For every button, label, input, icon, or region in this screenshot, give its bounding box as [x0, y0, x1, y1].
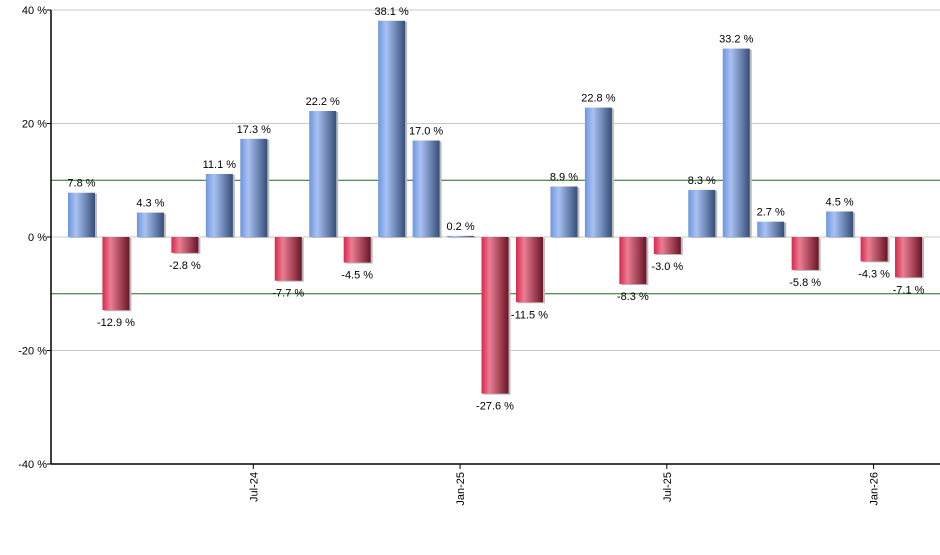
y-tick-label: -20 %: [18, 346, 47, 358]
bar: [309, 111, 337, 237]
data-label: 17.3 %: [237, 124, 271, 136]
data-label: -11.5 %: [511, 309, 548, 321]
data-label: -3.0 %: [651, 261, 683, 273]
data-label: 38.1 %: [375, 6, 409, 18]
bar: [860, 237, 888, 262]
bar: [826, 211, 854, 237]
data-label: -7.7 %: [272, 288, 304, 300]
bar: [791, 237, 819, 270]
data-label: -2.8 %: [169, 260, 201, 272]
bar: [481, 237, 509, 394]
bar: [343, 237, 371, 263]
data-label: -8.3 %: [617, 291, 649, 303]
data-label: -4.3 %: [858, 268, 890, 280]
bar: [653, 237, 681, 255]
y-tick-label: -40 %: [18, 459, 47, 471]
data-label: 4.5 %: [826, 196, 854, 208]
bar: [240, 138, 268, 237]
bar: [68, 192, 95, 237]
data-label: 33.2 %: [719, 34, 753, 46]
bar: [688, 189, 716, 237]
bar: [412, 140, 440, 237]
bar: [757, 221, 785, 237]
axes: -40 % -20 % 0 % 20 % 40 % Jul-24 Jan-25 Jul-25 J…: [18, 5, 940, 506]
data-label: 7.8 %: [67, 178, 95, 190]
y-tick-label: 40 %: [22, 5, 47, 17]
y-tick-label: 20 %: [22, 119, 47, 131]
bar: [205, 174, 233, 237]
data-label: 22.2 %: [306, 96, 340, 108]
bar: [584, 107, 612, 237]
bar: [515, 237, 543, 303]
data-label: 22.8 %: [581, 93, 615, 105]
data-label: 4.3 %: [136, 198, 164, 210]
bar: [274, 237, 302, 281]
data-label: -5.8 %: [789, 277, 821, 289]
data-label: 8.9 %: [550, 171, 578, 183]
data-label: -12.9 %: [97, 317, 135, 329]
bar: [895, 237, 923, 278]
bar: [171, 237, 199, 253]
x-tick-label: Jul-25: [662, 472, 674, 502]
bar: [447, 235, 475, 237]
data-label: 11.1 %: [203, 159, 237, 171]
bar: [378, 20, 406, 237]
bar: [550, 186, 578, 237]
data-label: -4.5 %: [341, 270, 373, 282]
bar-shadow: [449, 236, 477, 238]
y-tick-label: 0 %: [28, 232, 47, 244]
data-labels: 7.8 % -12.9 % 4.3 % -2.8 % 11.1 % 17.3 % -7.7 …: [67, 6, 924, 413]
data-label: -7.1 %: [893, 284, 925, 296]
data-label: 2.7 %: [757, 207, 785, 219]
x-tick-label: Jan-26: [869, 472, 881, 506]
bar: [722, 48, 750, 238]
data-label: -27.6 %: [476, 401, 514, 413]
x-tick-label: Jan-25: [455, 472, 467, 506]
bar: [619, 237, 647, 285]
data-label: 17.0 %: [409, 126, 443, 138]
bars: [68, 20, 925, 395]
bar: [136, 212, 164, 237]
x-tick-label: Jul-24: [248, 472, 260, 502]
data-label: 8.3 %: [688, 175, 716, 187]
bar: [102, 237, 130, 311]
data-label: 0.2 %: [446, 221, 474, 233]
